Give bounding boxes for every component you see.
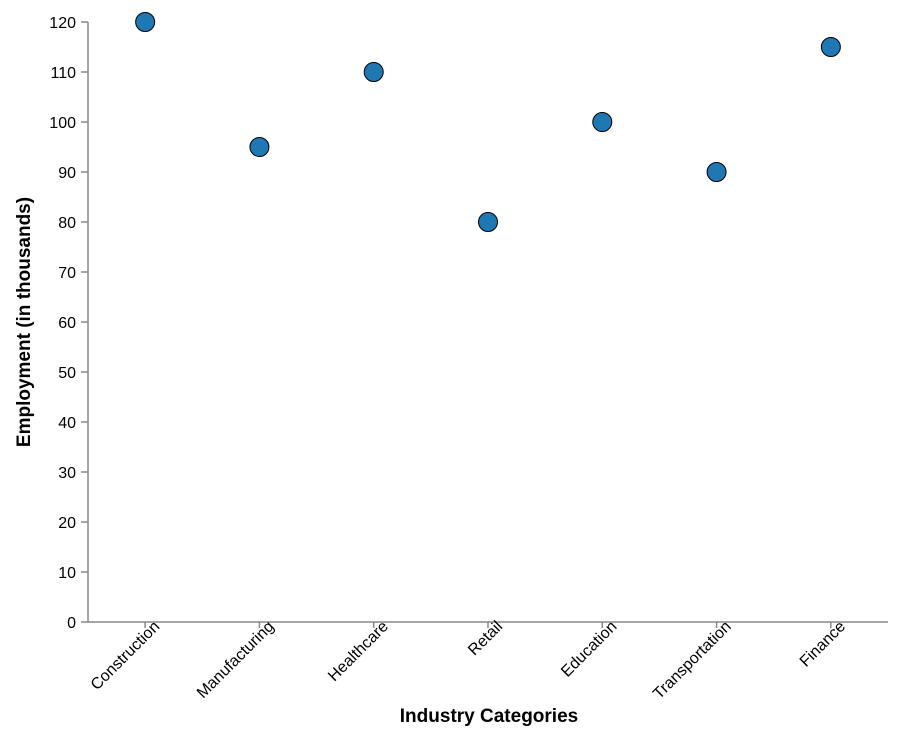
x-tick-label: Finance: [797, 618, 849, 670]
x-tick-label: Retail: [465, 618, 506, 659]
data-point[interactable]: [363, 62, 384, 82]
data-point[interactable]: [706, 162, 727, 182]
y-tick-label: 50: [58, 365, 76, 382]
y-tick-label: 60: [58, 315, 76, 332]
data-points: [135, 12, 841, 232]
y-tick-label: 40: [58, 415, 76, 432]
data-point[interactable]: [135, 12, 156, 32]
y-tick-label: 110: [50, 65, 76, 82]
x-tick-label: Healthcare: [325, 618, 392, 685]
y-tick-label: 0: [67, 615, 76, 632]
y-tick-label: 80: [58, 215, 76, 232]
x-tick-label: Manufacturing: [194, 618, 278, 702]
data-point[interactable]: [478, 212, 498, 232]
y-tick-label: 70: [58, 265, 76, 282]
y-tick-label: 20: [58, 515, 76, 532]
data-point[interactable]: [592, 112, 613, 132]
y-tick-label: 120: [49, 15, 76, 32]
data-point[interactable]: [249, 137, 270, 157]
y-axis: 0 10 20 30 40 50 60 70 80 90 100 110 120: [49, 15, 89, 632]
x-tick-label: Transportation: [650, 618, 735, 703]
y-tick-label: 100: [49, 115, 76, 132]
x-axis: Construction Manufacturing Healthcare Retai…: [88, 618, 888, 703]
y-tick-label: 90: [58, 165, 76, 182]
x-axis-title: Industry Categories: [400, 706, 578, 727]
y-axis-title: Employment (in thousands): [14, 197, 35, 447]
y-tick-label: 30: [58, 465, 76, 482]
x-tick-label: Construction: [88, 618, 164, 694]
x-tick-label: Education: [558, 618, 620, 680]
data-point[interactable]: [820, 37, 841, 57]
y-tick-label: 10: [58, 565, 76, 582]
